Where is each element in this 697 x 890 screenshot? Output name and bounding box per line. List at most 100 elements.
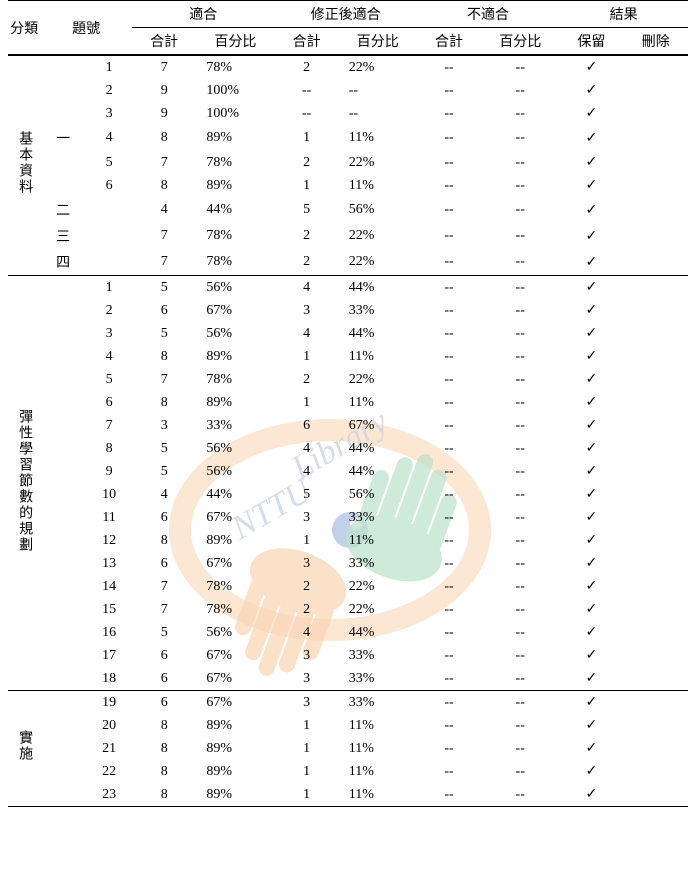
cell-c3: --: [417, 345, 481, 368]
cell-n: 19: [86, 691, 132, 715]
cell-p2: 11%: [339, 125, 417, 151]
cell-sub: [40, 760, 86, 783]
cell-c1: 6: [132, 667, 196, 691]
table-row: 二444%556%----✓: [8, 197, 688, 223]
cell-c2: 4: [274, 276, 338, 300]
table-row: 6889%111%----✓: [8, 391, 688, 414]
cell-keep: ✓: [559, 621, 623, 644]
cell-c3: --: [417, 151, 481, 174]
cell-p3: --: [481, 598, 559, 621]
cell-c2: 2: [274, 368, 338, 391]
cell-sub: 三: [40, 223, 86, 249]
cell-p2: 22%: [339, 575, 417, 598]
cell-sub: 二: [40, 197, 86, 223]
cell-n: 17: [86, 644, 132, 667]
cell-c2: 1: [274, 783, 338, 807]
cell-p3: --: [481, 276, 559, 300]
cell-p3: --: [481, 414, 559, 437]
cell-p1: 67%: [196, 299, 274, 322]
cell-p3: --: [481, 644, 559, 667]
cell-keep: ✓: [559, 483, 623, 506]
cell-p1: 56%: [196, 322, 274, 345]
cell-del: [624, 598, 688, 621]
cell-p1: 44%: [196, 483, 274, 506]
table-row: 23889%111%----✓: [8, 783, 688, 807]
cell-c1: 7: [132, 575, 196, 598]
cell-n: 13: [86, 552, 132, 575]
cell-keep: ✓: [559, 667, 623, 691]
cell-c2: 3: [274, 667, 338, 691]
cell-c1: 7: [132, 598, 196, 621]
th-count2: 合計: [274, 28, 338, 56]
cell-p3: --: [481, 667, 559, 691]
cell-c1: 8: [132, 174, 196, 197]
cell-p3: --: [481, 345, 559, 368]
th-del: 刪除: [624, 28, 688, 56]
cell-p1: 78%: [196, 223, 274, 249]
cell-keep: ✓: [559, 197, 623, 223]
cell-n: 6: [86, 391, 132, 414]
th-unsuitable: 不適合: [417, 1, 559, 28]
validity-table: 分類 題號 適合 修正後適合 不適合 結果 合計 百分比 合計 百分比 合計 百…: [8, 0, 688, 807]
cell-sub: [40, 299, 86, 322]
cell-p2: 56%: [339, 483, 417, 506]
cell-n: 6: [86, 174, 132, 197]
cell-p3: --: [481, 79, 559, 102]
cell-c3: --: [417, 783, 481, 807]
table-row: 8556%444%----✓: [8, 437, 688, 460]
table-row: 14778%222%----✓: [8, 575, 688, 598]
cell-n: 3: [86, 102, 132, 125]
cell-keep: ✓: [559, 79, 623, 102]
cell-c2: 2: [274, 55, 338, 79]
cell-n: 8: [86, 437, 132, 460]
cell-c3: --: [417, 737, 481, 760]
table-row: 一4889%111%----✓: [8, 125, 688, 151]
cell-keep: ✓: [559, 125, 623, 151]
cell-c1: 6: [132, 299, 196, 322]
cell-p1: 89%: [196, 345, 274, 368]
cell-p2: --: [339, 79, 417, 102]
cell-p2: 11%: [339, 345, 417, 368]
cell-p2: 44%: [339, 460, 417, 483]
cell-n: 5: [86, 151, 132, 174]
cell-p1: 78%: [196, 249, 274, 276]
table-row: 13667%333%----✓: [8, 552, 688, 575]
cell-del: [624, 691, 688, 715]
table-row: 22889%111%----✓: [8, 760, 688, 783]
cell-c2: 4: [274, 322, 338, 345]
cell-n: 5: [86, 368, 132, 391]
cell-p2: 11%: [339, 714, 417, 737]
cell-p3: --: [481, 691, 559, 715]
cell-p2: 22%: [339, 151, 417, 174]
category-text: 彈性學習節數的規劃: [14, 409, 34, 553]
cell-del: [624, 223, 688, 249]
cell-n: 21: [86, 737, 132, 760]
cell-c3: --: [417, 414, 481, 437]
cell-p2: 33%: [339, 667, 417, 691]
cell-c1: 7: [132, 223, 196, 249]
cell-c1: 6: [132, 644, 196, 667]
cell-p2: 22%: [339, 55, 417, 79]
cell-p2: 33%: [339, 552, 417, 575]
cell-c1: 7: [132, 249, 196, 276]
cell-c2: --: [274, 102, 338, 125]
cell-del: [624, 552, 688, 575]
cell-c2: 1: [274, 174, 338, 197]
cell-sub: [40, 691, 86, 715]
cell-c1: 9: [132, 102, 196, 125]
cell-keep: ✓: [559, 529, 623, 552]
cell-sub: [40, 414, 86, 437]
cell-keep: ✓: [559, 322, 623, 345]
cell-p1: 78%: [196, 55, 274, 79]
category-label: 實施: [8, 691, 40, 807]
cell-p1: 89%: [196, 737, 274, 760]
cell-p3: --: [481, 249, 559, 276]
cell-c1: 6: [132, 506, 196, 529]
th-count1: 合計: [132, 28, 196, 56]
cell-p3: --: [481, 529, 559, 552]
cell-n: 4: [86, 125, 132, 151]
cell-c1: 5: [132, 460, 196, 483]
cell-del: [624, 437, 688, 460]
cell-p1: 67%: [196, 667, 274, 691]
cell-p2: 22%: [339, 598, 417, 621]
